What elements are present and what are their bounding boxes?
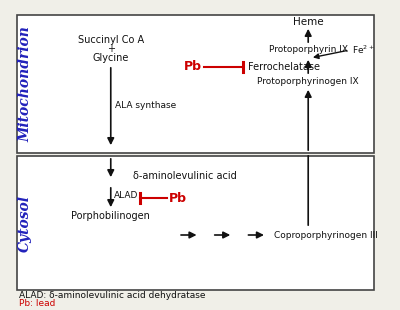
Text: ALAD: δ-aminolevulinic acid dehydratase: ALAD: δ-aminolevulinic acid dehydratase <box>19 290 206 299</box>
Text: Pb: Pb <box>184 60 202 73</box>
Text: Ferrochelatase: Ferrochelatase <box>248 62 320 72</box>
Text: ALA synthase: ALA synthase <box>115 101 176 110</box>
Bar <box>17 156 374 290</box>
Text: Cytosol: Cytosol <box>18 194 32 251</box>
Bar <box>17 15 374 153</box>
Text: δ-aminolevulinic acid: δ-aminolevulinic acid <box>133 171 237 181</box>
Text: Pb: Pb <box>168 192 186 205</box>
Text: Fe$^{2+}$: Fe$^{2+}$ <box>352 44 374 56</box>
Text: ALAD: ALAD <box>114 192 138 201</box>
Text: Porphobilinogen: Porphobilinogen <box>71 211 150 221</box>
Text: Protoporphyrinogen IX: Protoporphyrinogen IX <box>257 77 359 86</box>
Text: Protoporphyrin IX: Protoporphyrin IX <box>269 46 348 55</box>
Text: Heme: Heme <box>293 17 324 27</box>
Text: Mitochondrion: Mitochondrion <box>18 26 32 142</box>
Text: Glycine: Glycine <box>92 53 129 63</box>
Text: Coproporphyrinogen III: Coproporphyrinogen III <box>274 231 378 240</box>
Text: Pb: lead: Pb: lead <box>19 299 56 308</box>
Text: Succinyl Co A: Succinyl Co A <box>78 35 144 45</box>
Text: +: + <box>107 44 115 54</box>
